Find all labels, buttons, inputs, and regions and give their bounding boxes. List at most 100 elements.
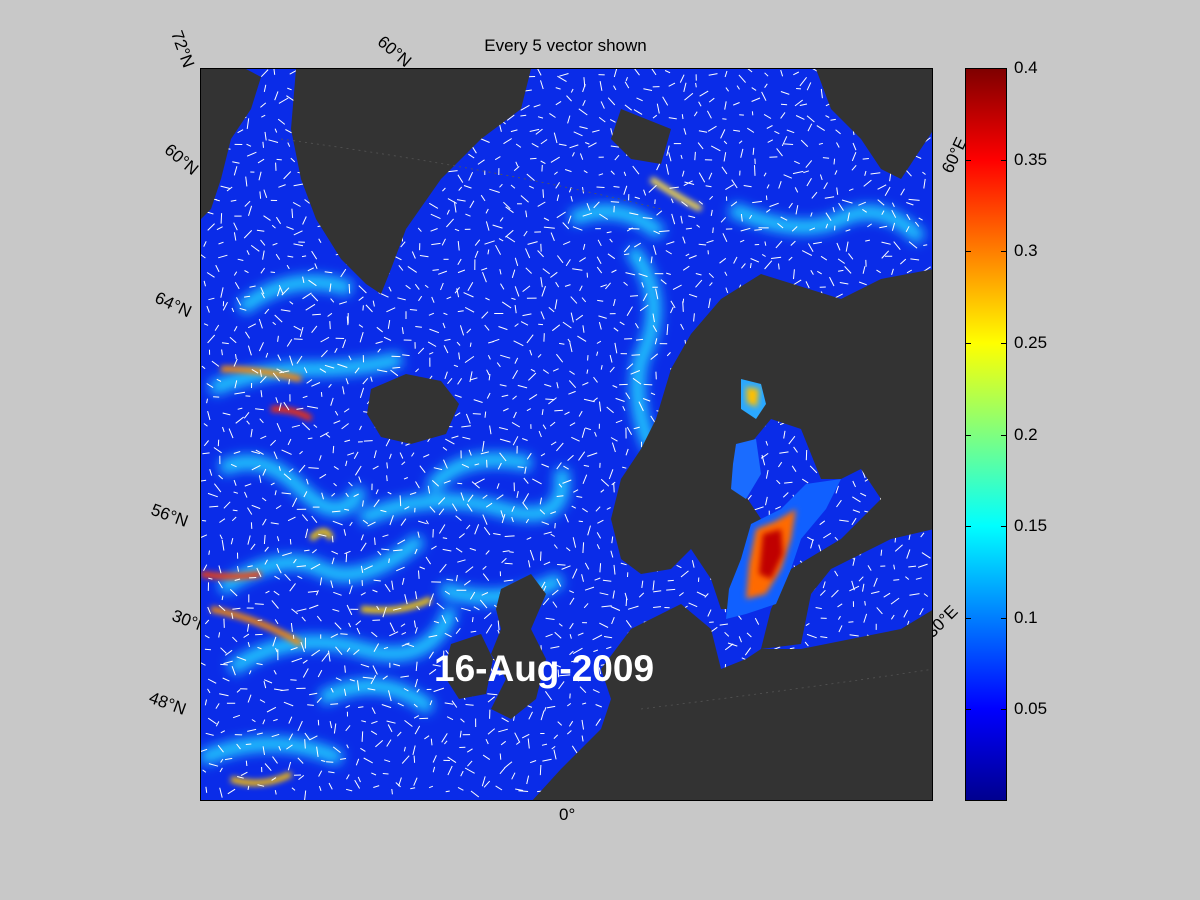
current-vector	[457, 786, 464, 791]
current-vector	[577, 678, 587, 682]
current-jet	[201, 737, 344, 766]
current-vector	[766, 184, 770, 189]
current-vector	[579, 257, 586, 263]
current-vector	[221, 342, 229, 345]
current-vector	[583, 464, 590, 467]
current-vector	[596, 532, 602, 539]
current-vector	[600, 489, 605, 493]
current-vector	[276, 547, 280, 553]
current-vector	[503, 201, 511, 210]
current-vector	[203, 323, 209, 326]
current-vector	[672, 284, 682, 291]
current-vector	[614, 342, 618, 354]
current-vector	[344, 665, 346, 673]
current-vector	[219, 518, 226, 523]
current-vector	[302, 668, 309, 678]
current-vector	[293, 183, 304, 187]
current-vector	[413, 777, 418, 786]
current-vector	[207, 410, 211, 421]
current-vector	[542, 758, 552, 762]
current-vector	[594, 577, 601, 581]
current-vector	[397, 539, 406, 545]
current-vector	[275, 253, 281, 260]
current-jet	[217, 455, 368, 516]
current-vector	[553, 171, 558, 175]
current-vector	[230, 463, 237, 468]
current-vector	[822, 581, 826, 589]
current-vector	[460, 770, 464, 777]
current-vector	[375, 740, 384, 748]
current-vector	[780, 112, 786, 119]
current-vector	[257, 784, 265, 787]
current-vector	[513, 340, 524, 347]
current-vector	[381, 548, 390, 551]
current-vector	[769, 202, 779, 208]
current-vector	[236, 297, 242, 306]
current-vector	[460, 718, 465, 723]
current-vector	[235, 354, 237, 360]
current-vector	[838, 625, 843, 633]
current-vector	[468, 449, 472, 456]
current-vector	[301, 514, 308, 522]
current-vector	[881, 210, 885, 215]
current-vector	[577, 632, 584, 636]
current-vector	[414, 725, 421, 735]
current-vector	[304, 739, 306, 749]
current-vector	[443, 459, 448, 469]
current-vector	[429, 700, 433, 706]
current-vector	[401, 631, 407, 635]
current-vector	[220, 663, 228, 666]
current-vector	[353, 649, 360, 655]
current-vector	[708, 73, 718, 76]
current-vector	[455, 515, 462, 521]
current-vector	[333, 591, 342, 596]
current-vector	[237, 129, 244, 134]
current-vector	[783, 174, 792, 179]
current-vector	[229, 336, 237, 344]
current-vector	[391, 788, 393, 795]
current-vector	[556, 353, 564, 363]
current-vector	[263, 534, 266, 545]
current-vector	[201, 479, 207, 482]
current-vector	[414, 678, 418, 688]
current-vector	[467, 760, 473, 767]
current-vector	[556, 211, 566, 219]
current-vector	[636, 338, 644, 341]
current-vector	[612, 385, 618, 388]
current-vector	[529, 128, 540, 132]
current-vector	[469, 200, 475, 209]
current-vector	[229, 589, 238, 597]
current-vector	[611, 269, 617, 273]
current-vector	[501, 557, 507, 564]
strong-current-jet	[649, 176, 703, 212]
current-vector	[377, 348, 381, 353]
current-vector	[358, 296, 364, 301]
current-vector	[204, 619, 210, 625]
current-vector	[345, 378, 349, 385]
current-vector	[319, 473, 327, 479]
current-vector	[774, 130, 780, 135]
current-vector	[698, 243, 707, 246]
current-vector	[400, 623, 406, 627]
current-vector	[345, 725, 351, 732]
current-vector	[307, 437, 313, 440]
current-vector	[559, 674, 571, 677]
current-vector	[419, 465, 426, 474]
current-vector	[579, 126, 588, 130]
current-vector	[302, 659, 308, 664]
current-vector	[360, 534, 364, 541]
current-vector	[446, 716, 454, 721]
current-vector	[499, 767, 506, 775]
current-vector	[572, 568, 578, 579]
current-vector	[522, 438, 528, 441]
current-vector	[399, 452, 404, 459]
current-vector	[653, 230, 660, 235]
current-vector	[564, 513, 569, 523]
colorbar-tick-label: 0.25	[1014, 332, 1048, 352]
current-vector	[923, 244, 928, 246]
current-vector	[600, 478, 610, 487]
current-vector	[311, 250, 318, 260]
current-vector	[909, 593, 920, 596]
current-vector	[287, 438, 292, 446]
current-vector	[522, 285, 531, 292]
